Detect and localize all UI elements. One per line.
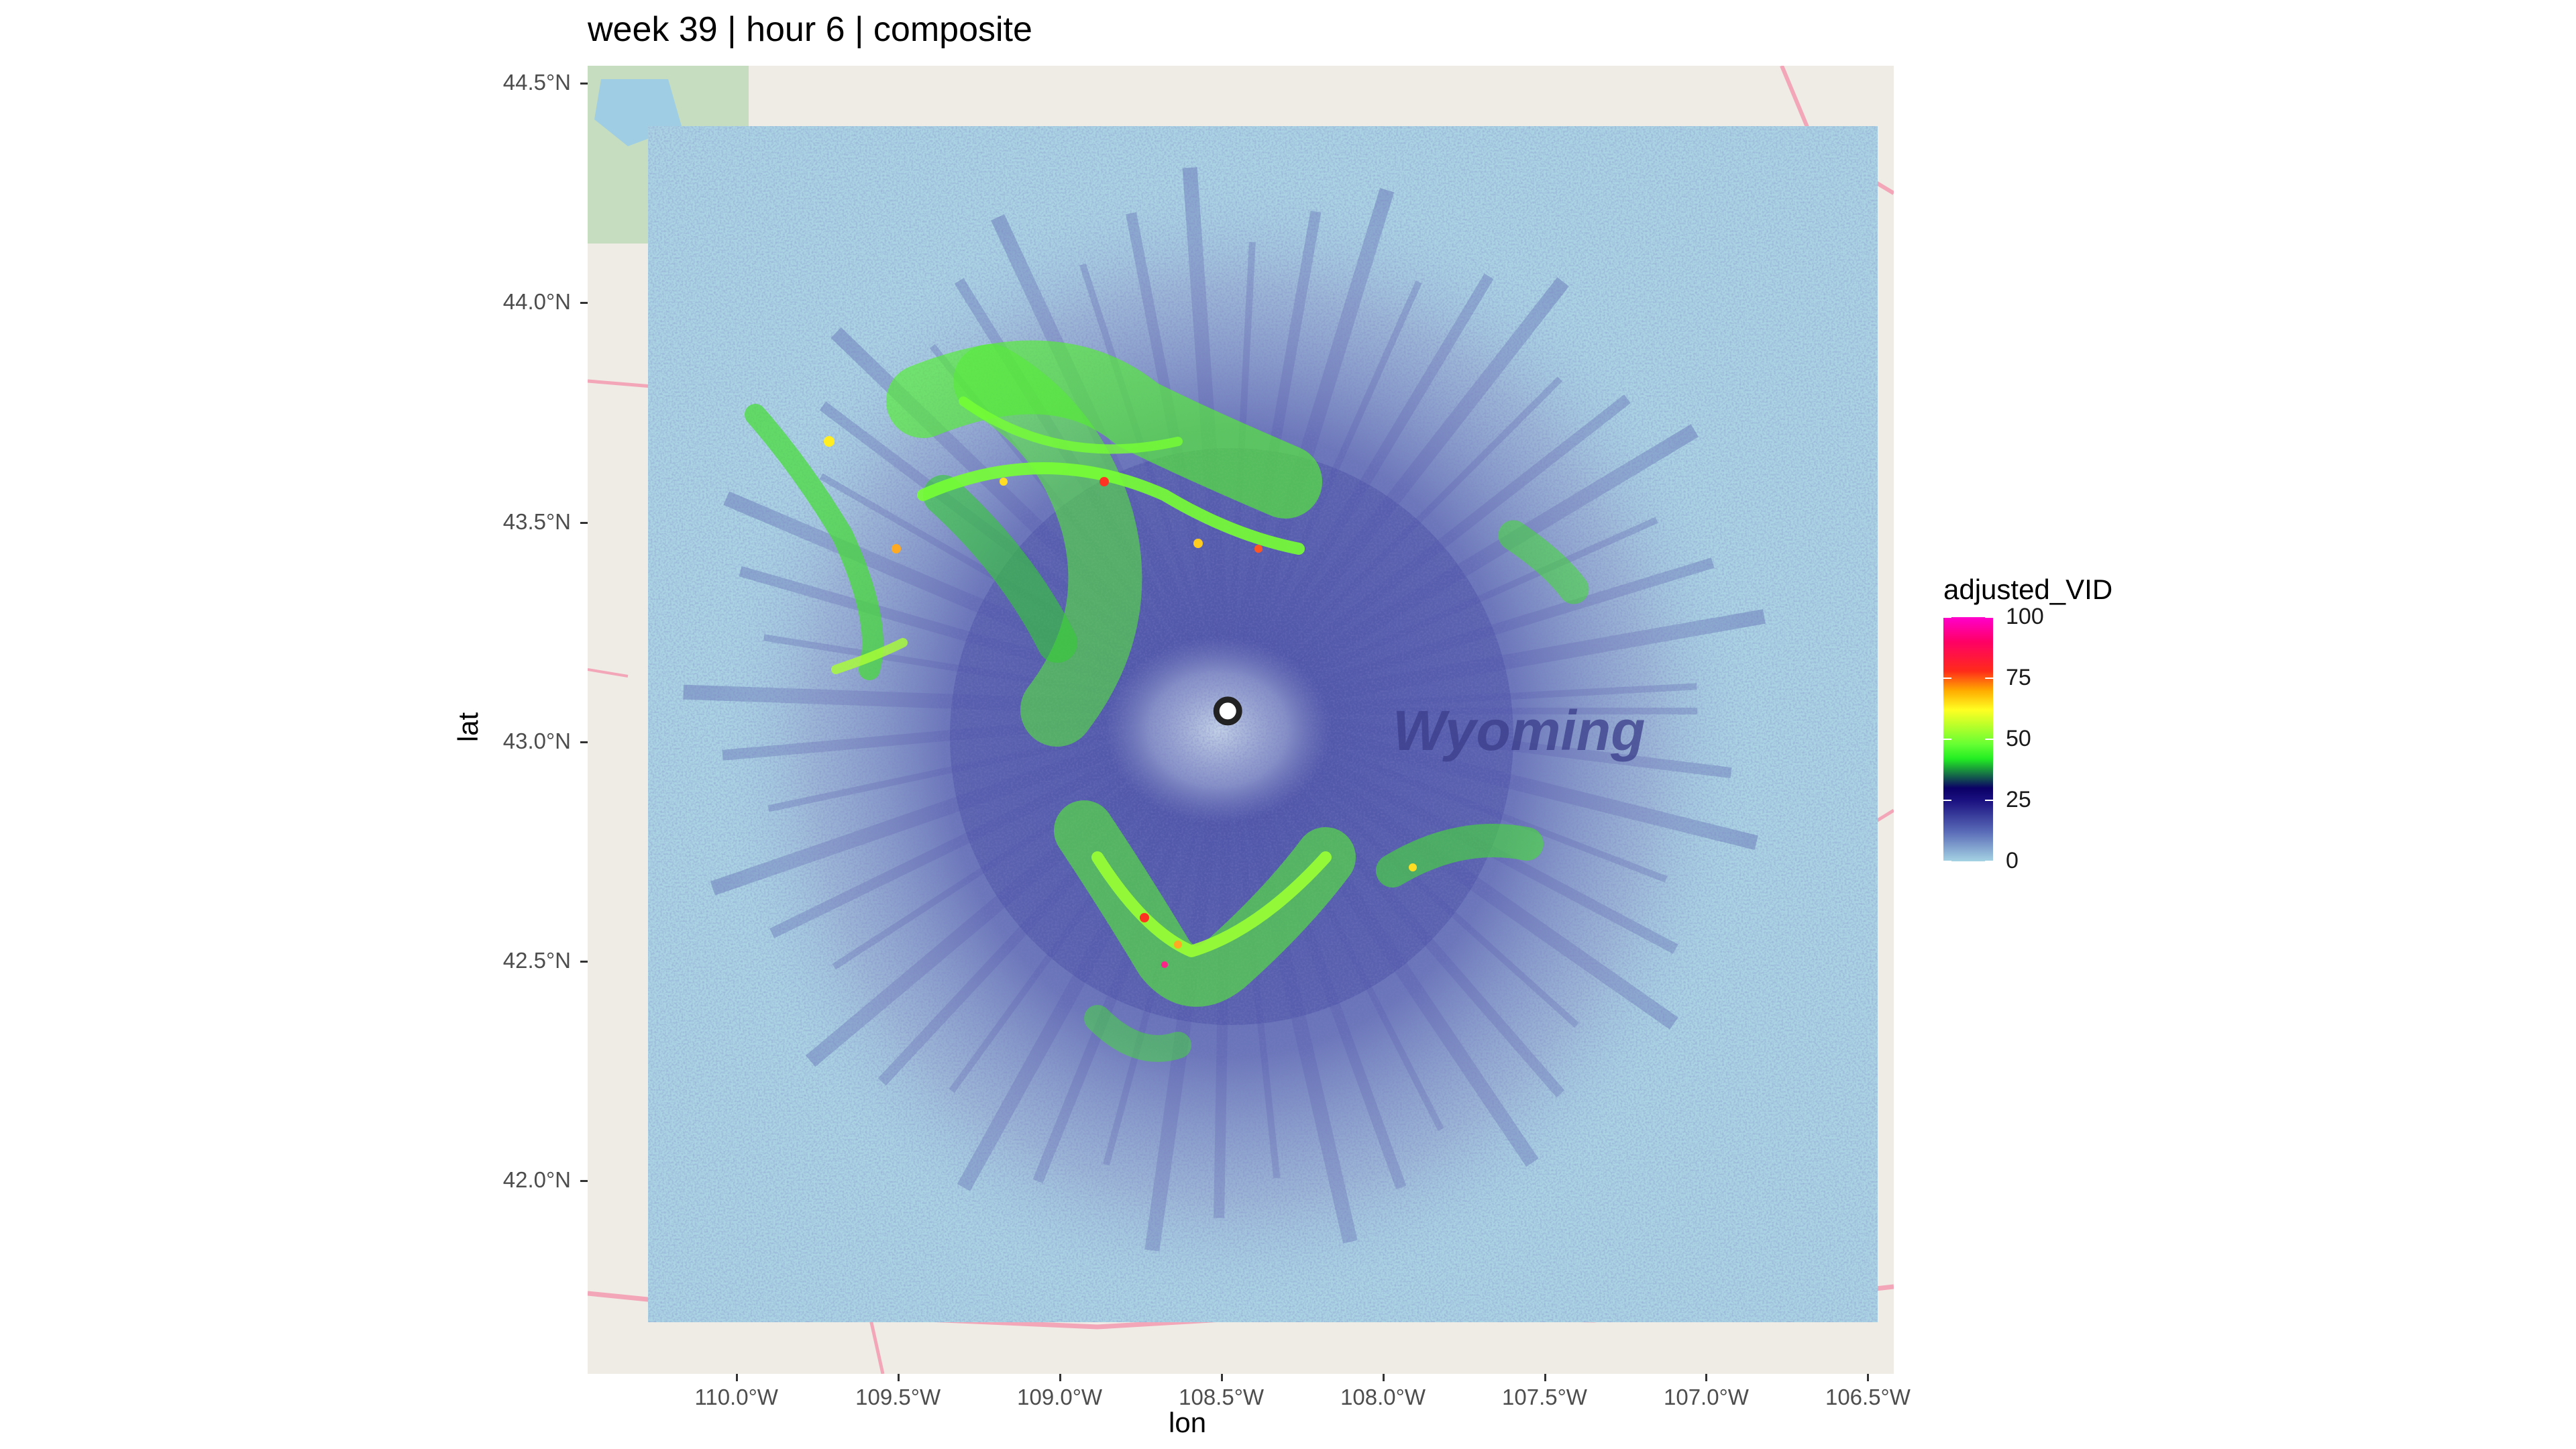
- legend-colorbar: [1943, 617, 1993, 861]
- y-tick-mark: [580, 1180, 588, 1183]
- legend-label: 25: [2006, 787, 2031, 812]
- legend-tick: [1985, 678, 1993, 679]
- legend-tick: [1943, 861, 1951, 862]
- x-tick-label: 110.0°W: [694, 1385, 778, 1409]
- x-tick-mark: [1544, 1374, 1546, 1381]
- x-tick-mark: [1059, 1374, 1061, 1381]
- x-tick-mark: [1867, 1374, 1870, 1381]
- legend-tick: [1943, 800, 1951, 801]
- legend-tick: [1943, 678, 1951, 679]
- map-panel[interactable]: Wyoming: [588, 66, 1894, 1374]
- legend-label: 50: [2006, 726, 2031, 751]
- y-axis-title: lat: [452, 712, 484, 743]
- legend-label: 75: [2006, 665, 2031, 690]
- x-tick-mark: [897, 1374, 900, 1381]
- y-tick-mark: [580, 302, 588, 305]
- y-tick-mark: [580, 960, 588, 963]
- legend-tick: [1985, 861, 1993, 862]
- hot-spots: [824, 436, 1417, 968]
- road: [588, 668, 629, 678]
- y-tick-label: 43.5°N: [502, 508, 571, 534]
- x-tick-label: 108.5°W: [1179, 1385, 1265, 1409]
- legend-label: 0: [2006, 848, 2019, 873]
- y-tick-mark: [580, 83, 588, 85]
- y-tick-label: 44.5°N: [502, 70, 571, 95]
- road: [867, 1313, 885, 1374]
- legend-tick: [1985, 739, 1993, 740]
- radar-map: Wyoming: [588, 66, 1894, 1374]
- texture: [648, 126, 1878, 1322]
- legend-tick: [1943, 739, 1951, 740]
- x-tick-label: 107.5°W: [1502, 1385, 1587, 1409]
- y-tick-mark: [580, 741, 588, 743]
- legend-tick: [1985, 800, 1993, 801]
- y-tick-mark: [580, 521, 588, 524]
- x-tick-mark: [735, 1374, 738, 1381]
- high-vid-bands: [745, 340, 1589, 1062]
- legend-title: adjusted_VID: [1943, 574, 2113, 605]
- x-tick-label: 106.5°W: [1825, 1385, 1911, 1409]
- y-tick-label: 43.0°N: [502, 728, 571, 753]
- x-tick-mark: [1705, 1374, 1708, 1381]
- y-tick-label: 42.0°N: [502, 1167, 571, 1193]
- y-tick-label: 44.0°N: [502, 289, 571, 315]
- legend-tick: [1943, 616, 1951, 618]
- x-tick-label: 108.0°W: [1340, 1385, 1426, 1409]
- x-tick-label: 109.5°W: [855, 1385, 941, 1409]
- legend-tick: [1985, 616, 1993, 618]
- x-tick-mark: [1382, 1374, 1385, 1381]
- x-tick-label: 109.0°W: [1017, 1385, 1103, 1409]
- x-tick-label: 107.0°W: [1664, 1385, 1749, 1409]
- y-tick-label: 42.5°N: [502, 947, 571, 973]
- legend-label: 100: [2006, 604, 2044, 629]
- radar-site-marker: [1213, 696, 1242, 726]
- chart-title: week 39 | hour 6 | composite: [588, 10, 1032, 49]
- x-tick-mark: [1220, 1374, 1223, 1381]
- place-label-wyoming: Wyoming: [1393, 699, 1645, 762]
- x-axis-title: lon: [1169, 1407, 1207, 1438]
